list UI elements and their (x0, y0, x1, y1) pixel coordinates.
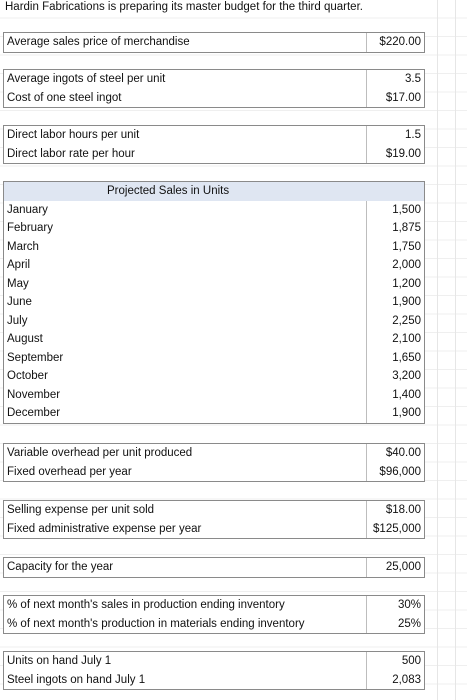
projected-sales-block: Projected Sales in Units January 1,500 Fe… (3, 181, 425, 424)
units-on-hand-value: 500 (401, 655, 421, 667)
inventory-block: % of next month's sales in production en… (3, 595, 425, 634)
month-label: October (7, 370, 48, 382)
ingot-cost-value: $17.00 (385, 91, 421, 104)
month-label: June (7, 296, 32, 308)
admin-expense-value: $125,000 (373, 522, 421, 535)
sales-row[interactable]: February 1,875 (4, 219, 424, 238)
selling-expense-label: Selling expense per unit sold (7, 504, 155, 516)
month-units: 2,000 (392, 259, 421, 271)
month-label: April (7, 259, 31, 271)
page-title: Hardin Fabrications is preparing its mas… (5, 0, 367, 14)
labor-rate-label: Direct labor rate per hour (7, 147, 135, 160)
sales-row[interactable]: May 1,200 (4, 275, 424, 294)
sales-price-value: $220.00 (379, 36, 421, 48)
overhead-block: Variable overhead per unit produced $40.… (3, 443, 425, 482)
month-units: 1,750 (392, 240, 421, 253)
month-label: July (7, 314, 28, 327)
variable-overhead-row[interactable]: Variable overhead per unit produced $40.… (4, 444, 424, 463)
steel-on-hand-row[interactable]: Steel ingots on hand July 1 2,083 (4, 671, 424, 690)
month-units: 1,400 (392, 388, 421, 401)
sales-price-label: Average sales price of merchandise (7, 36, 190, 48)
ingots-per-unit-row[interactable]: Average ingots of steel per unit 3.5 (4, 70, 424, 89)
selling-admin-block: Selling expense per unit sold $18.00 Fix… (3, 500, 425, 539)
on-hand-block: Units on hand July 1 500 Steel ingots on… (3, 651, 425, 690)
month-label: August (7, 333, 43, 345)
capacity-block: Capacity for the year 25,000 (3, 557, 425, 578)
month-units: 2,250 (392, 314, 421, 327)
sales-row[interactable]: April 2,000 (4, 256, 424, 275)
month-units: 2,100 (392, 333, 421, 345)
steel-on-hand-value: 2,083 (392, 673, 421, 686)
labor-hours-row[interactable]: Direct labor hours per unit 1.5 (4, 126, 424, 145)
sales-price-block: Average sales price of merchandise $220.… (3, 32, 425, 53)
sales-price-row[interactable]: Average sales price of merchandise $220.… (4, 33, 424, 52)
sales-row[interactable]: August 2,100 (4, 330, 424, 349)
month-units: 3,200 (392, 370, 421, 382)
capacity-label: Capacity for the year (7, 561, 114, 573)
labor-hours-label: Direct labor hours per unit (7, 129, 140, 141)
admin-expense-row[interactable]: Fixed administrative expense per year $1… (4, 520, 424, 539)
month-label: February (7, 222, 54, 234)
variable-overhead-value: $40.00 (385, 447, 421, 459)
month-units: 1,500 (392, 203, 421, 216)
labor-block: Direct labor hours per unit 1.5 Direct l… (3, 125, 425, 164)
ingots-per-unit-value: 3.5 (405, 73, 421, 85)
labor-hours-value: 1.5 (405, 129, 421, 141)
month-label: March (7, 240, 39, 253)
materials-inventory-row[interactable]: % of next month's production in material… (4, 615, 424, 634)
selling-expense-row[interactable]: Selling expense per unit sold $18.00 (4, 501, 424, 520)
month-label: November (7, 388, 61, 401)
month-label: May (7, 277, 29, 290)
sales-row[interactable]: September 1,650 (4, 349, 424, 368)
month-units: 1,900 (392, 296, 421, 308)
projected-sales-header: Projected Sales in Units (107, 185, 230, 197)
sales-row[interactable]: October 3,200 (4, 367, 424, 386)
month-label: September (7, 351, 64, 364)
month-units: 1,200 (392, 277, 421, 290)
steel-block: Average ingots of steel per unit 3.5 Cos… (3, 69, 425, 108)
units-on-hand-label: Units on hand July 1 (7, 655, 112, 667)
capacity-row[interactable]: Capacity for the year 25,000 (4, 558, 424, 577)
sales-row[interactable]: November 1,400 (4, 386, 424, 405)
production-inventory-label: % of next month's sales in production en… (7, 599, 285, 611)
production-inventory-value: 30% (397, 599, 421, 611)
admin-expense-label: Fixed administrative expense per year (7, 522, 202, 535)
capacity-value: 25,000 (385, 561, 421, 573)
ingots-per-unit-label: Average ingots of steel per unit (7, 73, 166, 85)
month-units: 1,875 (392, 222, 421, 234)
steel-on-hand-label: Steel ingots on hand July 1 (7, 673, 146, 686)
sales-row[interactable]: July 2,250 (4, 312, 424, 331)
fixed-overhead-label: Fixed overhead per year (7, 465, 132, 478)
sales-row[interactable]: January 1,500 (4, 201, 424, 220)
materials-inventory-label: % of next month's production in material… (7, 617, 305, 630)
sales-row[interactable]: March 1,750 (4, 238, 424, 257)
sales-row[interactable]: June 1,900 (4, 293, 424, 312)
projected-sales-header-row: Projected Sales in Units (4, 182, 424, 201)
month-label: December (7, 407, 61, 419)
variable-overhead-label: Variable overhead per unit produced (7, 447, 193, 459)
units-on-hand-row[interactable]: Units on hand July 1 500 (4, 652, 424, 671)
fixed-overhead-row[interactable]: Fixed overhead per year $96,000 (4, 463, 424, 482)
production-inventory-row[interactable]: % of next month's sales in production en… (4, 596, 424, 615)
labor-rate-row[interactable]: Direct labor rate per hour $19.00 (4, 145, 424, 164)
labor-rate-value: $19.00 (385, 147, 421, 160)
month-units: 1,900 (392, 407, 421, 419)
sales-row[interactable]: December 1,900 (4, 404, 424, 423)
month-label: January (7, 203, 48, 216)
selling-expense-value: $18.00 (385, 504, 421, 516)
month-units: 1,650 (392, 351, 421, 364)
ingot-cost-label: Cost of one steel ingot (7, 91, 122, 104)
ingot-cost-row[interactable]: Cost of one steel ingot $17.00 (4, 89, 424, 108)
fixed-overhead-value: $96,000 (379, 465, 421, 478)
materials-inventory-value: 25% (397, 617, 421, 630)
